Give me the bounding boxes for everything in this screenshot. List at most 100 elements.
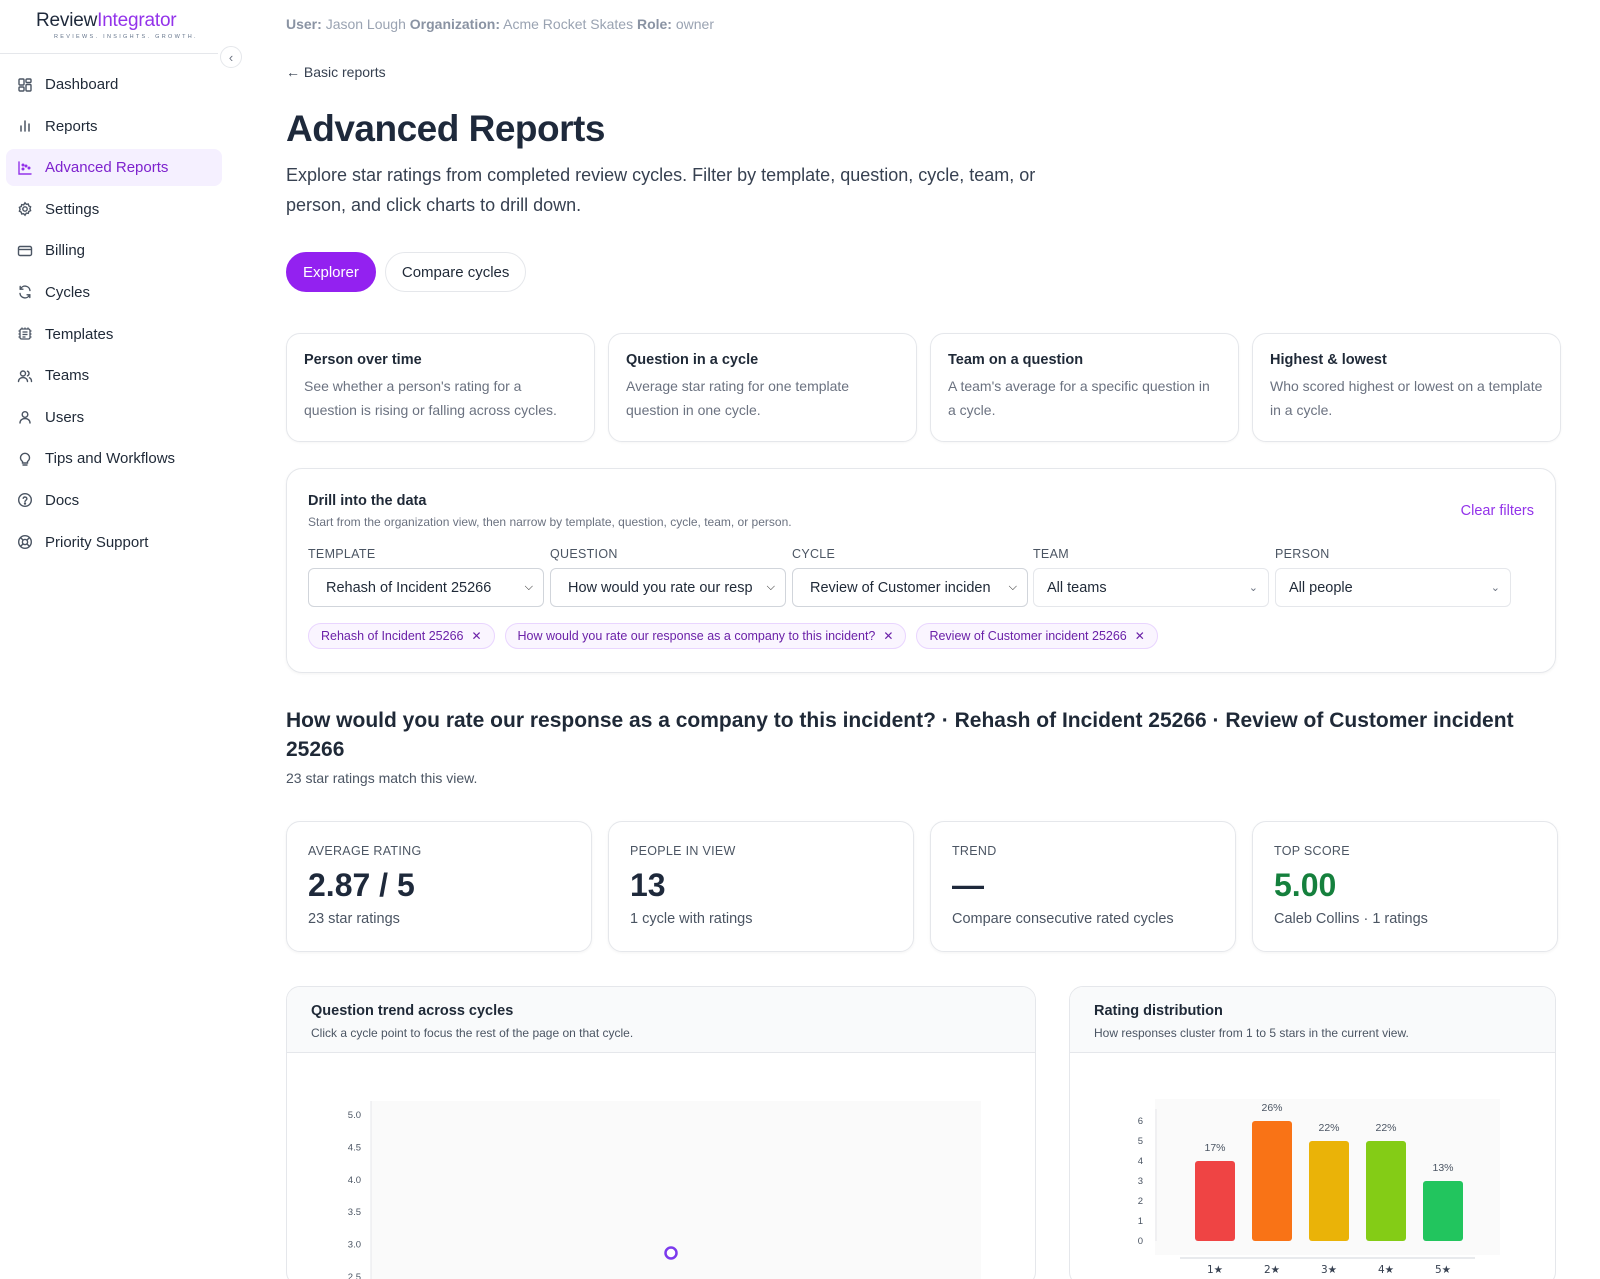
- stat-card-people-in-view: PEOPLE IN VIEW 13 1 cycle with ratings: [608, 821, 914, 952]
- organization-label: Organization:: [409, 16, 500, 32]
- question-trend-chart[interactable]: 5.0 4.5 4.0 3.5 3.0 2.5: [287, 1053, 1035, 1279]
- team-select[interactable]: All teams ⌄: [1033, 568, 1269, 607]
- filter-label: TEMPLATE: [308, 547, 376, 561]
- select-value: Rehash of Incident 25266: [326, 579, 492, 596]
- sidebar-item-label: Templates: [45, 325, 114, 343]
- sidebar-item-label: Dashboard: [45, 76, 119, 93]
- sidebar-item-tips-and-workflows[interactable]: Tips and Workflows: [6, 440, 222, 477]
- preset-card-person-over-time[interactable]: Person over time See whether a person's …: [286, 333, 595, 442]
- panel-title: Question trend across cycles: [311, 1003, 514, 1019]
- sidebar-item-docs[interactable]: Docs: [6, 482, 222, 519]
- sidebar-item-settings[interactable]: Settings: [6, 191, 222, 228]
- template-select[interactable]: Rehash of Incident 25266 ⌵: [308, 568, 544, 607]
- user-icon: [17, 409, 33, 425]
- tab-compare-cycles[interactable]: Compare cycles: [384, 252, 527, 292]
- sidebar: ReviewIntegrator REVIEWS. INSIGHTS. GROW…: [0, 0, 242, 1279]
- panel-header: Rating distribution How responses cluste…: [1070, 987, 1555, 1053]
- preset-card-team-on-a-question[interactable]: Team on a question A team's average for …: [930, 333, 1239, 442]
- stat-value: —: [952, 867, 984, 903]
- distribution-bar[interactable]: [1252, 1121, 1292, 1241]
- view-title: How would you rate our response as a com…: [286, 709, 1514, 761]
- organization-name: Acme Rocket Skates: [503, 16, 634, 32]
- y-tick-label: 4.5: [348, 1142, 361, 1153]
- sidebar-item-label: Priority Support: [45, 533, 149, 551]
- template-icon: [17, 326, 33, 342]
- sidebar-nav: Dashboard Reports Advanced Reports Setti…: [6, 66, 222, 565]
- logo-text: Review: [36, 10, 98, 31]
- tab-explorer[interactable]: Explorer: [286, 252, 376, 292]
- y-tick-label: 3.0: [348, 1240, 361, 1251]
- sidebar-item-billing[interactable]: Billing: [6, 232, 222, 269]
- role-label: Role:: [636, 16, 672, 32]
- app-logo[interactable]: ReviewIntegrator REVIEWS. INSIGHTS. GROW…: [36, 10, 198, 40]
- sidebar-item-users[interactable]: Users: [6, 399, 222, 436]
- sidebar-item-reports[interactable]: Reports: [6, 108, 222, 145]
- panel-header: Question trend across cycles Click a cyc…: [287, 987, 1035, 1053]
- question-select[interactable]: How would you rate our resp ⌵: [550, 568, 786, 607]
- stat-footnote: 23 star ratings: [308, 911, 400, 927]
- page-title: Advanced Reports: [286, 108, 605, 149]
- close-icon[interactable]: ✕: [471, 629, 482, 643]
- distribution-bar[interactable]: [1423, 1181, 1463, 1241]
- user-label: User:: [286, 16, 322, 32]
- chevron-down-icon: ⌵: [524, 581, 533, 593]
- cycle-point[interactable]: [664, 1246, 678, 1260]
- sidebar-item-label: Reports: [45, 117, 98, 135]
- distribution-bar[interactable]: [1195, 1161, 1235, 1241]
- refresh-icon: [17, 284, 33, 300]
- distribution-bar[interactable]: [1366, 1141, 1406, 1241]
- question-trend-panel: Question trend across cycles Click a cyc…: [286, 986, 1036, 1279]
- close-icon[interactable]: ✕: [883, 629, 894, 643]
- bar-percent-label: 26%: [1261, 1102, 1282, 1114]
- sidebar-item-label: Billing: [45, 242, 86, 260]
- sidebar-item-dashboard[interactable]: Dashboard: [6, 66, 222, 103]
- preset-card-highest-lowest[interactable]: Highest & lowest Who scored highest or l…: [1252, 333, 1561, 442]
- bar-percent-label: 22%: [1375, 1122, 1396, 1134]
- y-tick-label: 5: [1138, 1136, 1143, 1147]
- preset-title: Highest & lowest: [1270, 352, 1387, 368]
- distribution-bar[interactable]: [1309, 1141, 1349, 1241]
- back-to-basic-reports-link[interactable]: ← Basic reports: [286, 64, 386, 80]
- team-filter: TEAM All teams ⌄: [1033, 547, 1269, 607]
- sidebar-item-cycles[interactable]: Cycles: [6, 274, 222, 311]
- stat-value: 13: [630, 867, 666, 903]
- filters-title: Drill into the data: [308, 493, 427, 509]
- template-filter: TEMPLATE Rehash of Incident 25266 ⌵: [308, 547, 544, 607]
- y-tick-label: 1: [1138, 1216, 1143, 1227]
- filter-chip-question[interactable]: How would you rate our response as a com…: [504, 623, 907, 649]
- sidebar-item-priority-support[interactable]: Priority Support: [6, 524, 222, 561]
- lightbulb-icon: [17, 451, 33, 467]
- stat-footnote: 1 cycle with ratings: [630, 911, 753, 927]
- select-value: All people: [1289, 579, 1353, 596]
- logo-accent-text: Integrator: [97, 10, 177, 31]
- bar-percent-label: 17%: [1204, 1142, 1225, 1154]
- sidebar-item-templates[interactable]: Templates: [6, 316, 222, 353]
- filter-chip-cycle[interactable]: Review of Customer incident 25266 ✕: [916, 623, 1158, 649]
- page-description: Explore star ratings from completed revi…: [286, 165, 1036, 215]
- sidebar-item-advanced-reports[interactable]: Advanced Reports: [6, 149, 222, 187]
- stat-value: 2.87 / 5: [308, 867, 415, 903]
- filter-chip-template[interactable]: Rehash of Incident 25266 ✕: [308, 623, 495, 649]
- sidebar-item-teams[interactable]: Teams: [6, 357, 222, 394]
- filters-subtitle: Start from the organization view, then n…: [308, 515, 792, 529]
- sidebar-item-label: Cycles: [45, 283, 91, 301]
- chevron-down-icon: ⌄: [1248, 582, 1258, 594]
- sidebar-item-label: Settings: [45, 200, 100, 218]
- filter-label: PERSON: [1275, 547, 1330, 561]
- clear-filters-button[interactable]: Clear filters: [1460, 503, 1534, 519]
- cycle-select[interactable]: Review of Customer inciden ⌵: [792, 568, 1028, 607]
- person-select[interactable]: All people ⌄: [1275, 568, 1511, 607]
- bar-chart-icon: [17, 118, 33, 134]
- close-icon[interactable]: ✕: [1134, 629, 1145, 643]
- users-icon: [17, 368, 33, 384]
- x-tick-label: 5★: [1435, 1264, 1451, 1276]
- rating-distribution-panel: Rating distribution How responses cluste…: [1069, 986, 1556, 1279]
- preset-card-question-in-a-cycle[interactable]: Question in a cycle Average star rating …: [608, 333, 917, 442]
- question-filter: QUESTION How would you rate our resp ⌵: [550, 547, 786, 607]
- active-filter-chips: Rehash of Incident 25266 ✕ How would you …: [308, 623, 1158, 649]
- panel-subtitle: Click a cycle point to focus the rest of…: [311, 1026, 634, 1040]
- collapse-sidebar-button[interactable]: ‹: [220, 46, 242, 68]
- x-tick-label: 4★: [1378, 1264, 1394, 1276]
- rating-distribution-chart[interactable]: 0 1 2 3 4 5 6 17% 1★ 26% 2★ 22% 3★ 22% 4★ 13% 5★: [1070, 1053, 1555, 1279]
- view-tabs: Explorer Compare cycles: [286, 252, 527, 292]
